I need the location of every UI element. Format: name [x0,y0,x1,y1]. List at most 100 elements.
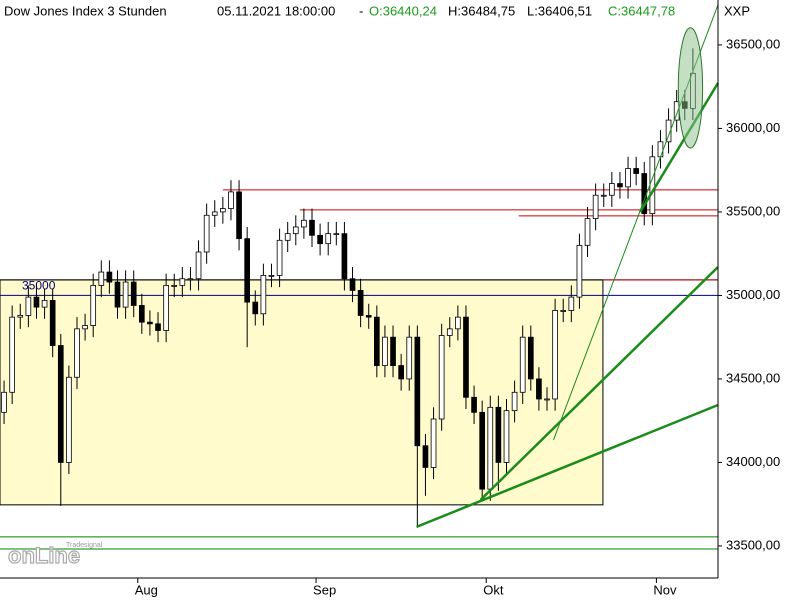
header-instrument: Dow Jones Index 3 Stunden [4,3,167,18]
x-tick-label: Nov [653,582,677,597]
candle-body [90,285,97,326]
candle-body [292,226,299,235]
candle-body [268,274,275,277]
trend-line [479,266,719,501]
candle-body [66,376,72,463]
y-tick-label: 36000,00 [726,120,780,135]
candle-body [536,378,542,400]
candle-body [649,156,656,214]
candle-body [511,391,518,412]
candle-body [527,336,534,380]
candle-body [130,281,137,306]
candle-body [98,271,105,286]
range-box [0,279,604,506]
logo: onLine [8,543,80,568]
candle-body [625,168,631,188]
candle-body [228,191,234,209]
x-tick-label: Aug [135,582,158,597]
candle-body [325,233,332,245]
candle-body [544,398,550,401]
candle-body [33,296,40,308]
plot-area: 35000 [0,4,720,550]
candle-body [74,328,80,378]
candle-body [301,219,307,228]
candle-body [138,305,145,323]
candle-body [252,301,259,315]
candle-body [260,274,267,315]
candle-body [179,278,186,286]
trend-line [639,82,720,213]
candle-body [349,278,356,291]
candle-body [519,336,526,393]
candle-body [657,141,664,158]
candle-body [220,208,226,213]
candle-body [552,310,558,400]
header-dash: - [359,3,363,18]
candle-body [163,285,169,331]
candle-body [122,281,129,308]
header-low: L:36406,51 [527,3,592,18]
candle-body [187,278,194,281]
candle-body [276,239,283,276]
candle-body [341,233,348,280]
trend-line [416,403,719,529]
y-tick-label: 34500,00 [726,370,780,385]
candle-body [25,296,32,316]
candle-body [430,418,437,468]
candle-body [455,316,461,330]
highlight-ellipse [677,27,704,149]
x-tick-label: Okt [483,582,504,597]
candle-body [203,214,210,253]
y-tick-label: 33500,00 [726,537,780,552]
candle-body [357,290,364,316]
header-close: C:36447,78 [608,3,675,18]
candle-body [365,315,372,318]
y-tick-label: 35500,00 [726,203,780,218]
y-tick-label: 36500,00 [726,36,780,51]
candle-body [1,391,7,413]
candle-body [284,233,291,241]
candle-body [82,325,88,330]
candle-body [106,271,113,283]
y-tick-label: 35000,00 [726,287,780,302]
candle-body [592,194,599,220]
candle-body [568,296,575,311]
candle-body [584,218,591,246]
candle-body [560,310,567,312]
candle-body [317,234,323,245]
candle-body [147,321,153,325]
candle-body [438,335,445,420]
candle-body [600,194,607,197]
candle-body [236,191,242,240]
candle-body [309,219,315,236]
x-tick-label: Sep [313,582,336,597]
candle-body [398,365,404,380]
candle-body [195,251,202,280]
candle-body [171,285,178,287]
candle-body [414,336,421,447]
candle-body [382,336,388,366]
candle-body [422,445,429,468]
y-tick-label: 34000,00 [726,454,780,469]
candle-body [617,183,623,188]
candle-body [114,281,121,308]
candle-body [609,183,615,196]
candle-body [211,211,218,216]
candle-body [446,328,453,336]
candle-body [9,316,15,393]
candle-body [17,315,24,318]
candle-body [495,406,502,463]
candle-body [479,411,486,490]
candle-body [463,316,469,398]
candle-body [49,300,56,346]
header-datetime: 05.11.2021 18:00:00 [217,3,335,18]
candle-body [373,316,380,366]
candle-body [487,406,494,490]
candle-body [244,238,250,303]
candle-body [503,410,510,463]
candle-body [57,345,64,463]
level-label: 35000 [22,279,56,293]
candle-body [333,233,340,236]
candle-body [406,336,413,380]
candle-body [633,168,639,174]
